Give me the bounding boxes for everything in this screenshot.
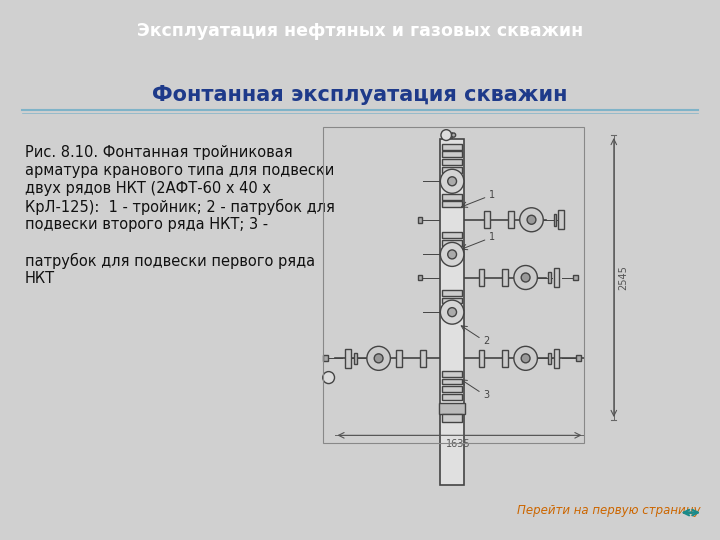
Bar	[554, 268, 559, 287]
Text: 1: 1	[489, 190, 495, 200]
Text: 2: 2	[483, 336, 490, 346]
Bar	[442, 144, 462, 150]
Text: НКТ: НКТ	[24, 271, 55, 286]
Circle shape	[441, 169, 464, 193]
Bar	[442, 232, 462, 238]
Text: 3: 3	[483, 390, 489, 400]
Text: арматура кранового типа для подвески: арматура кранового типа для подвески	[24, 163, 334, 178]
Text: Фонтанная эксплуатация скважин: Фонтанная эксплуатация скважин	[152, 85, 568, 105]
Bar	[442, 159, 462, 165]
Text: Перейти на первую страницу: Перейти на первую страницу	[517, 504, 701, 517]
Bar	[548, 353, 551, 364]
Bar	[502, 269, 508, 286]
Bar	[345, 349, 351, 368]
Text: 1635: 1635	[446, 439, 470, 449]
Text: 1: 1	[489, 232, 495, 242]
Bar	[442, 371, 462, 376]
Bar	[573, 275, 578, 280]
Bar	[418, 217, 422, 222]
Bar	[354, 353, 356, 364]
Bar	[442, 240, 462, 246]
Bar	[442, 201, 462, 207]
Circle shape	[451, 133, 456, 137]
Text: Эксплуатация нефтяных и газовых скважин: Эксплуатация нефтяных и газовых скважин	[137, 22, 583, 40]
Bar	[554, 214, 557, 226]
Circle shape	[514, 266, 537, 289]
Bar	[548, 272, 551, 284]
Bar	[554, 349, 559, 368]
Circle shape	[374, 354, 383, 363]
Bar	[485, 211, 490, 228]
Circle shape	[441, 300, 464, 324]
Text: 2545: 2545	[618, 265, 629, 290]
Circle shape	[441, 242, 464, 266]
Circle shape	[441, 130, 451, 140]
Bar	[396, 350, 402, 367]
Bar	[576, 355, 581, 361]
Text: подвески второго ряда НКТ; 3 -: подвески второго ряда НКТ; 3 -	[24, 217, 268, 232]
Bar	[442, 290, 462, 296]
Bar	[508, 211, 514, 228]
Text: двух рядов НКТ (2АФТ-60 х 40 х: двух рядов НКТ (2АФТ-60 х 40 х	[24, 181, 271, 195]
Circle shape	[448, 250, 456, 259]
Circle shape	[521, 354, 530, 363]
Circle shape	[448, 308, 456, 316]
Bar	[442, 386, 462, 392]
Bar	[323, 355, 328, 361]
Bar	[442, 394, 462, 400]
Bar	[442, 379, 462, 384]
Bar	[439, 403, 465, 414]
Bar	[418, 275, 422, 280]
Text: Рис. 8.10. Фонтанная тройниковая: Рис. 8.10. Фонтанная тройниковая	[24, 145, 292, 160]
Circle shape	[514, 346, 537, 370]
Bar	[479, 269, 485, 286]
Bar	[442, 151, 462, 157]
Bar	[420, 350, 426, 367]
Text: КрЛ-125):  1 - тройник; 2 - патрубок для: КрЛ-125): 1 - тройник; 2 - патрубок для	[24, 199, 335, 215]
Bar	[442, 298, 462, 303]
Bar	[442, 194, 462, 200]
Circle shape	[323, 372, 335, 383]
Bar	[442, 167, 462, 173]
Bar	[441, 139, 464, 485]
Circle shape	[448, 177, 456, 186]
Circle shape	[367, 346, 390, 370]
Bar	[502, 350, 508, 367]
Bar	[479, 350, 485, 367]
Circle shape	[521, 273, 530, 282]
Text: патрубок для подвески первого ряда: патрубок для подвески первого ряда	[24, 253, 315, 269]
Bar	[558, 210, 564, 230]
Circle shape	[520, 208, 544, 232]
Bar	[442, 414, 462, 422]
Bar	[323, 127, 585, 443]
Circle shape	[527, 215, 536, 224]
